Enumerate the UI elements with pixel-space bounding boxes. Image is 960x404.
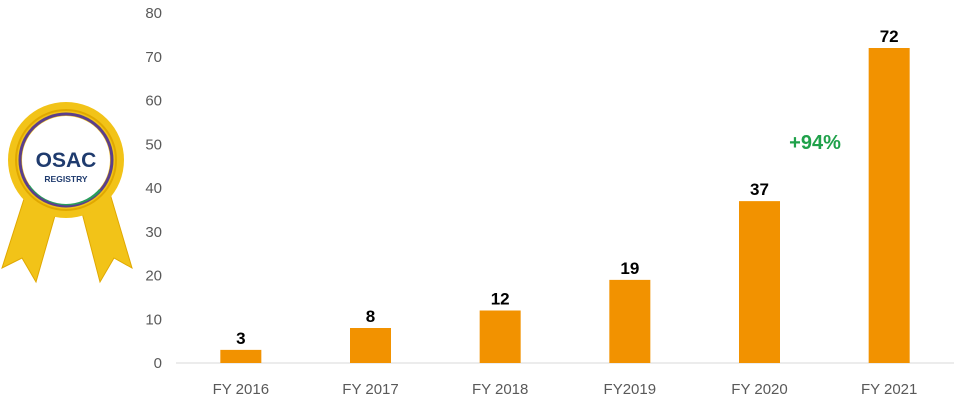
data-label: 3	[236, 329, 245, 348]
badge-ring-accent	[15, 109, 117, 211]
y-tick-label: 50	[145, 136, 162, 153]
data-label: 19	[620, 259, 639, 278]
bar	[609, 279, 651, 363]
data-label: 8	[366, 307, 375, 326]
bars: 3 8 12 19 37 72	[220, 27, 910, 363]
x-axis-categories: FY 2016 FY 2017 FY 2018 FY2019 FY 2020 FY 202…	[213, 381, 918, 398]
data-label: 72	[880, 27, 899, 46]
x-category-label: FY 2018	[472, 381, 528, 398]
y-tick-label: 0	[154, 355, 162, 372]
bar	[479, 310, 521, 363]
growth-annotation: +94%	[789, 132, 841, 154]
badge-title: OSAC	[36, 149, 97, 172]
y-tick-label: 70	[145, 49, 162, 66]
y-tick-label: 20	[145, 268, 162, 285]
data-label: 12	[491, 290, 510, 309]
x-category-label: FY2019	[604, 381, 657, 398]
y-tick-label: 80	[145, 5, 162, 22]
x-category-label: FY 2017	[342, 381, 398, 398]
y-axis: 0 10 20 30 40 50 60 70 80	[145, 5, 162, 372]
y-tick-label: 10	[145, 311, 162, 328]
bar	[739, 201, 780, 363]
bar	[350, 328, 391, 363]
badge-inner-disk	[22, 116, 110, 204]
x-category-label: FY 2020	[731, 381, 787, 398]
badge-inner-edge	[18, 112, 114, 208]
x-category-label: FY 2021	[861, 381, 917, 398]
y-tick-label: 60	[145, 93, 162, 110]
bar	[868, 48, 910, 363]
osac-registry-badge: OSAC REGISTRY	[1, 102, 133, 284]
x-category-label: FY 2016	[213, 381, 269, 398]
y-tick-label: 40	[145, 180, 162, 197]
badge-subtitle: REGISTRY	[44, 174, 87, 184]
data-label: 37	[750, 180, 769, 199]
y-tick-label: 30	[145, 224, 162, 241]
bar	[220, 349, 262, 363]
